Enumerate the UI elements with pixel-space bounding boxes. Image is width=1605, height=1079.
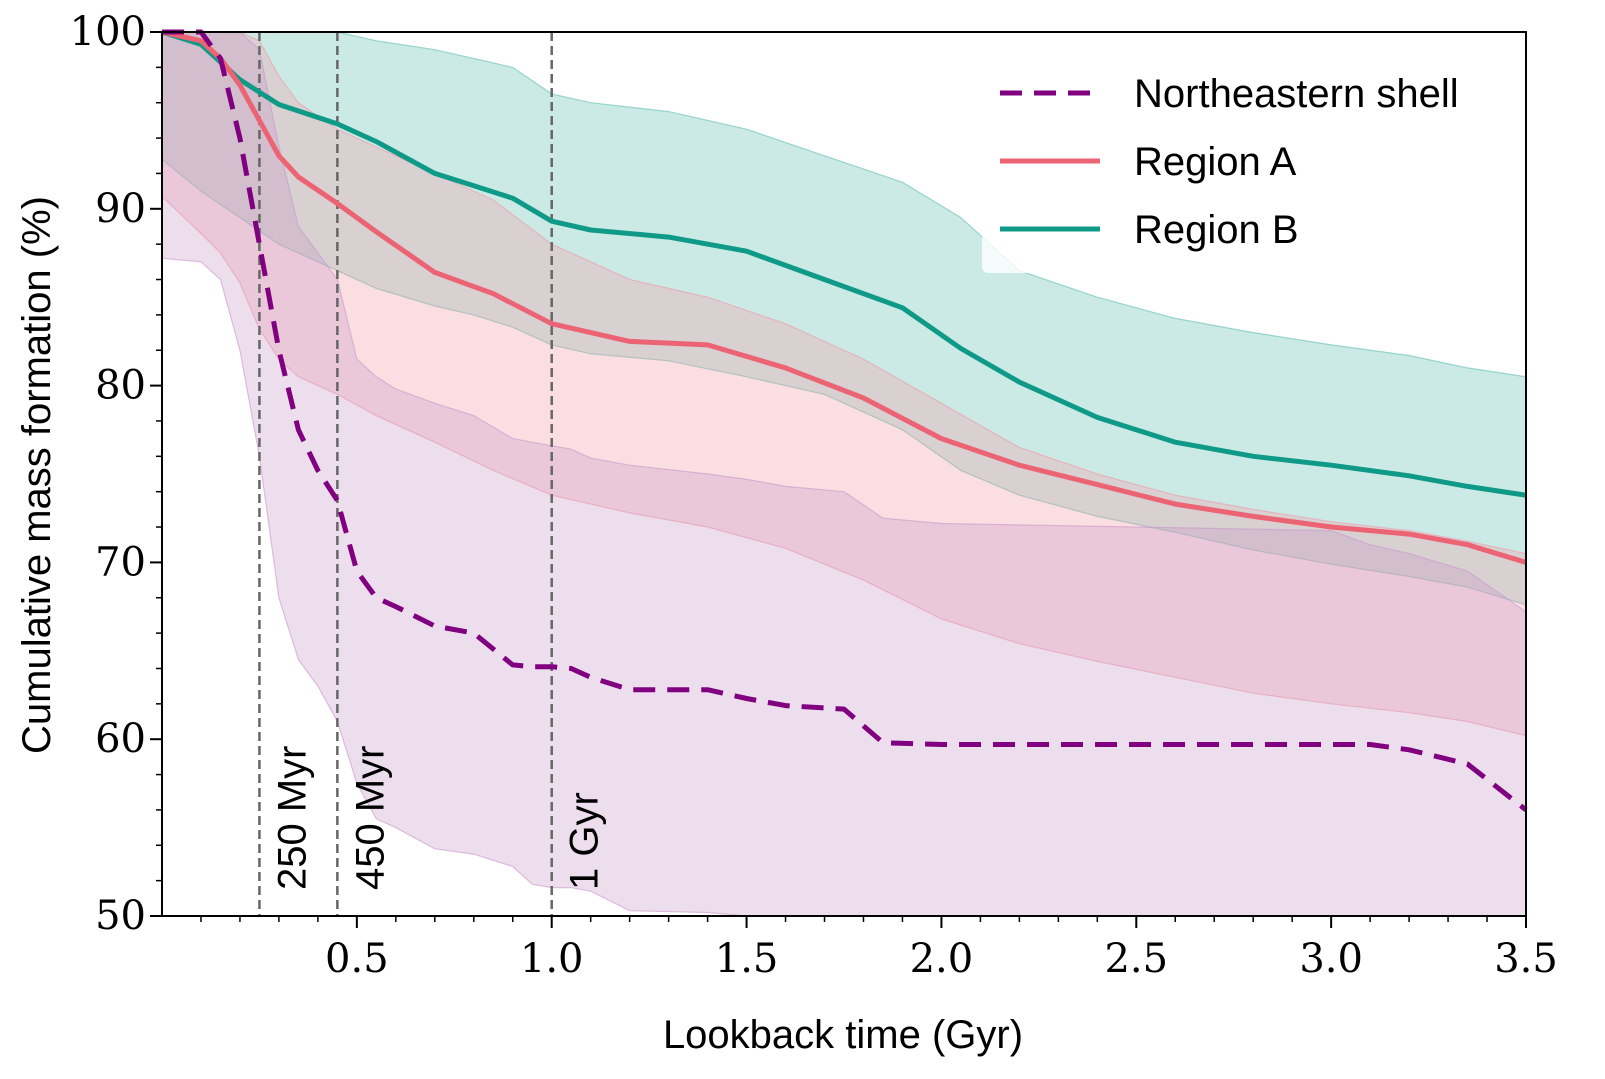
- y-tick-label: 70: [95, 539, 146, 585]
- x-tick-label: 1.5: [715, 936, 779, 982]
- vline-label-1: 250 Myr: [270, 746, 314, 891]
- x-tick-label: 2.0: [910, 936, 974, 982]
- y-tick-label: 80: [95, 363, 146, 409]
- x-tick-label: 3.0: [1299, 936, 1363, 982]
- x-tick-label: 0.5: [325, 936, 389, 982]
- legend: Northeastern shell Region A Region B: [982, 58, 1502, 273]
- x-tick-label: 1.0: [520, 936, 584, 982]
- legend-label: Region A: [1134, 140, 1297, 184]
- x-axis-title: Lookback time (Gyr): [663, 1013, 1023, 1057]
- y-tick-label: 90: [95, 186, 146, 232]
- line-region-b: [161, 29, 1527, 498]
- y-tick-label: 60: [95, 716, 146, 762]
- vline-label-3: 1 Gyr: [563, 792, 607, 890]
- series-lines: [161, 29, 1528, 812]
- vline-label-2: 450 Myr: [348, 746, 392, 891]
- y-tick-label: 50: [95, 893, 146, 939]
- x-tick-label: 3.5: [1494, 936, 1558, 982]
- x-tick-label: 2.5: [1104, 936, 1168, 982]
- axes: 0.5 1.0 1.5 2.0 2.5 3.0 3.5 50 60 70 80 90 100: [70, 9, 1558, 982]
- legend-label: Region B: [1134, 208, 1299, 252]
- legend-box: [982, 58, 1502, 273]
- line-region-a: [161, 29, 1527, 565]
- y-axis-title: Cumulative mass formation (%): [15, 196, 59, 754]
- line-northeastern-shell: [162, 29, 1528, 812]
- legend-label: Northeastern shell: [1134, 72, 1459, 116]
- plot-frame: [161, 31, 1527, 917]
- reference-lines: 250 Myr 450 Myr 1 Gyr: [258, 32, 607, 916]
- y-tick-label: 100: [70, 9, 146, 55]
